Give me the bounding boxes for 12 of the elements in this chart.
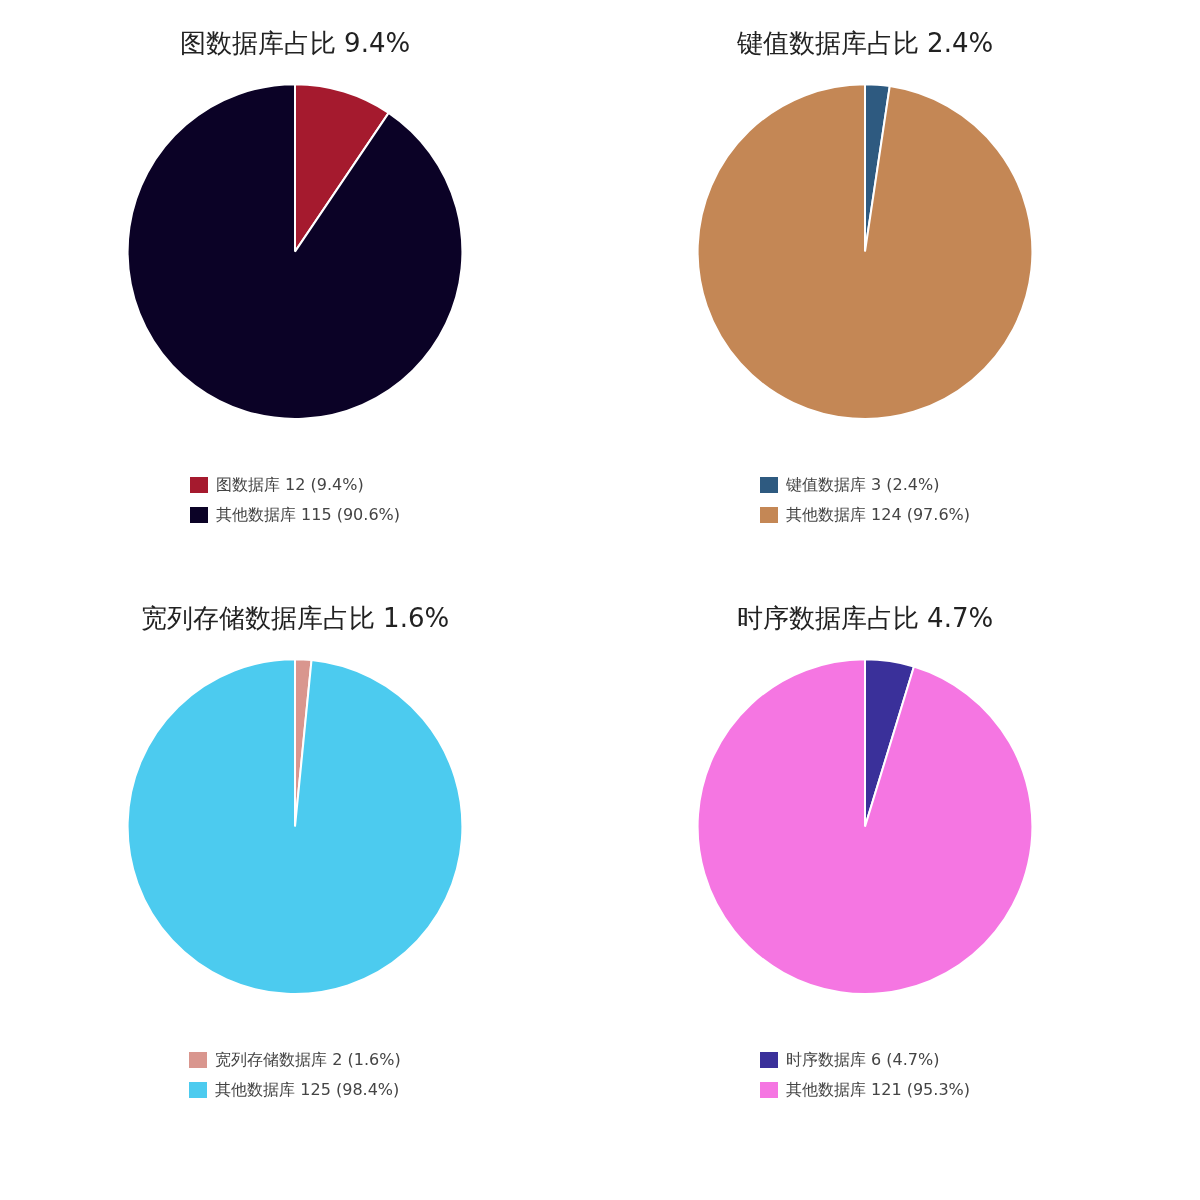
legend-label: 其他数据库 124 (97.6%) — [785, 504, 971, 526]
legend-label: 宽列存储数据库 2 (1.6%) — [215, 1049, 401, 1071]
chart-title: 时序数据库占比 4.7% — [736, 603, 994, 634]
legend-label: 其他数据库 115 (90.6%) — [215, 504, 401, 526]
legend-label: 其他数据库 121 (95.3%) — [785, 1079, 971, 1101]
legend-label: 时序数据库 6 (4.7%) — [785, 1049, 940, 1071]
legend-label: 图数据库 12 (9.4%) — [215, 474, 364, 496]
legend-label: 键值数据库 3 (2.4%) — [785, 474, 940, 496]
legend-label: 其他数据库 125 (98.4%) — [215, 1079, 400, 1101]
chart-title: 图数据库占比 9.4% — [179, 28, 411, 59]
chart-title: 键值数据库占比 2.4% — [735, 28, 994, 59]
chart-title: 宽列存储数据库占比 1.6% — [140, 603, 450, 634]
